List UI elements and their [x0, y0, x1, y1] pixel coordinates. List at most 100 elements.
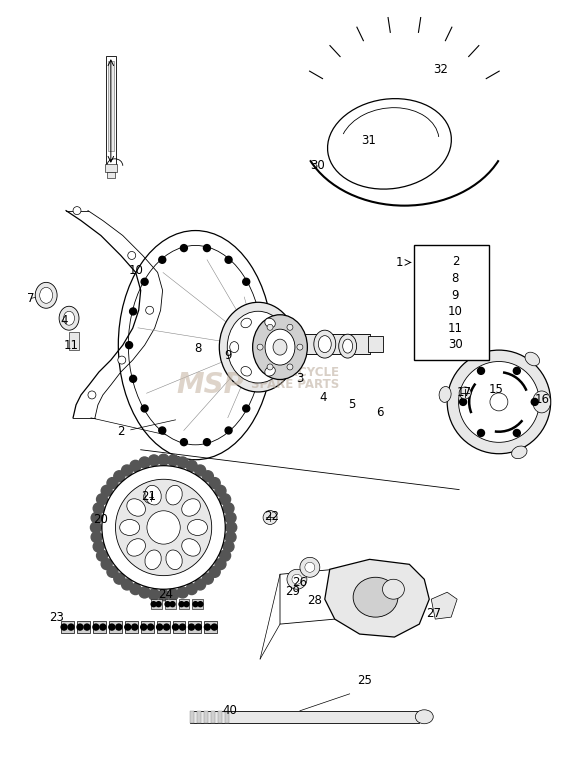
Bar — [211, 710, 215, 723]
Circle shape — [168, 455, 179, 466]
Ellipse shape — [265, 318, 275, 328]
Circle shape — [101, 485, 112, 496]
Circle shape — [73, 206, 81, 215]
Ellipse shape — [118, 231, 273, 460]
Ellipse shape — [166, 485, 182, 505]
Ellipse shape — [252, 315, 307, 380]
Circle shape — [151, 602, 156, 606]
Bar — [109, 621, 122, 633]
Circle shape — [203, 471, 213, 482]
Circle shape — [88, 391, 96, 399]
Circle shape — [96, 550, 108, 561]
Ellipse shape — [241, 318, 251, 328]
Circle shape — [107, 477, 118, 489]
Circle shape — [267, 364, 273, 370]
Circle shape — [90, 522, 102, 533]
Ellipse shape — [128, 245, 263, 445]
Ellipse shape — [227, 311, 289, 383]
Circle shape — [149, 455, 159, 466]
Circle shape — [146, 307, 154, 314]
Circle shape — [101, 559, 112, 569]
Circle shape — [122, 465, 132, 476]
Circle shape — [164, 624, 169, 630]
Circle shape — [203, 573, 213, 584]
Text: 11: 11 — [63, 339, 79, 351]
Circle shape — [177, 457, 188, 468]
Bar — [157, 621, 169, 633]
Circle shape — [263, 511, 277, 524]
Ellipse shape — [182, 499, 200, 516]
Circle shape — [158, 454, 169, 465]
Circle shape — [180, 624, 186, 630]
Circle shape — [267, 324, 273, 330]
Bar — [218, 710, 222, 723]
Circle shape — [96, 494, 108, 505]
Circle shape — [459, 398, 467, 405]
Circle shape — [130, 376, 136, 383]
Circle shape — [141, 624, 146, 630]
Text: 4: 4 — [61, 313, 68, 326]
Bar — [415, 245, 489, 360]
Circle shape — [181, 439, 187, 446]
Circle shape — [159, 427, 165, 434]
Circle shape — [225, 257, 232, 263]
Ellipse shape — [265, 329, 295, 365]
Ellipse shape — [512, 446, 527, 458]
Ellipse shape — [187, 519, 208, 535]
Circle shape — [195, 465, 206, 476]
Circle shape — [91, 512, 102, 523]
Text: 30: 30 — [448, 339, 463, 351]
Text: 3: 3 — [296, 371, 304, 385]
Polygon shape — [280, 569, 335, 624]
Circle shape — [156, 602, 161, 606]
Circle shape — [177, 587, 188, 598]
Ellipse shape — [241, 367, 251, 376]
Circle shape — [225, 427, 232, 434]
Circle shape — [184, 602, 189, 606]
Text: 10: 10 — [128, 264, 143, 277]
Circle shape — [287, 364, 293, 370]
Text: 27: 27 — [426, 606, 441, 619]
Circle shape — [186, 584, 197, 594]
Text: 23: 23 — [49, 611, 63, 624]
Circle shape — [157, 624, 163, 630]
Text: 16: 16 — [534, 393, 549, 406]
Text: 10: 10 — [448, 305, 463, 318]
Circle shape — [141, 279, 148, 285]
Circle shape — [458, 361, 539, 442]
Bar — [77, 621, 90, 633]
Ellipse shape — [127, 499, 145, 516]
Ellipse shape — [63, 311, 75, 325]
Ellipse shape — [343, 339, 353, 353]
Ellipse shape — [166, 550, 182, 569]
Circle shape — [61, 624, 67, 630]
Ellipse shape — [35, 282, 57, 308]
Circle shape — [477, 367, 485, 374]
Circle shape — [93, 624, 99, 630]
Text: 21: 21 — [141, 490, 156, 503]
Text: 22: 22 — [265, 510, 279, 523]
Circle shape — [198, 602, 203, 606]
Circle shape — [122, 579, 132, 590]
Circle shape — [132, 624, 137, 630]
Circle shape — [170, 602, 175, 606]
Circle shape — [141, 405, 148, 412]
Text: 24: 24 — [158, 587, 173, 600]
Bar — [125, 621, 137, 633]
Bar — [141, 621, 154, 633]
Circle shape — [204, 624, 210, 630]
Circle shape — [91, 531, 102, 543]
Ellipse shape — [328, 99, 452, 189]
Text: 26: 26 — [292, 576, 307, 589]
Circle shape — [188, 624, 195, 630]
Ellipse shape — [145, 550, 161, 569]
Circle shape — [215, 485, 226, 496]
Circle shape — [220, 550, 231, 561]
Circle shape — [297, 344, 303, 350]
Circle shape — [254, 308, 261, 315]
Circle shape — [305, 562, 315, 572]
Circle shape — [195, 624, 201, 630]
Circle shape — [447, 350, 551, 454]
Circle shape — [181, 244, 187, 251]
Text: 9: 9 — [452, 288, 459, 301]
